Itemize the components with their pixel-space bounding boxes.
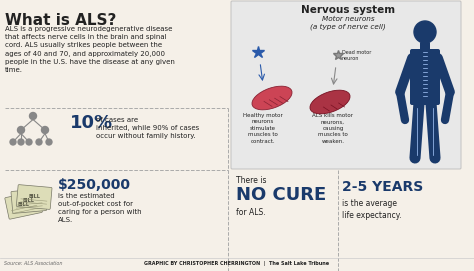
Text: NO CURE: NO CURE [236, 186, 326, 204]
Ellipse shape [310, 90, 350, 114]
Text: ALS is a progressive neurodegenerative disease
that affects nerve cells in the b: ALS is a progressive neurodegenerative d… [5, 26, 175, 73]
Text: BILL: BILL [23, 198, 35, 202]
Circle shape [46, 139, 52, 145]
FancyBboxPatch shape [410, 49, 440, 105]
Text: 2-5 YEARS: 2-5 YEARS [342, 180, 423, 194]
Circle shape [18, 139, 24, 145]
Text: is the estimated
out-of-pocket cost for
caring for a person with
ALS.: is the estimated out-of-pocket cost for … [58, 193, 142, 223]
Circle shape [10, 139, 16, 145]
Text: BILL: BILL [18, 202, 29, 207]
Circle shape [414, 21, 436, 43]
Circle shape [18, 127, 25, 134]
Ellipse shape [252, 86, 292, 110]
FancyBboxPatch shape [5, 191, 42, 219]
Text: for ALS.: for ALS. [236, 208, 265, 217]
Text: GRAPHIC BY CHRISTOPHER CHERRINGTON  |  The Salt Lake Tribune: GRAPHIC BY CHRISTOPHER CHERRINGTON | The… [145, 261, 329, 266]
Text: BILL: BILL [28, 193, 40, 199]
Text: Motor neurons
(a type of nerve cell): Motor neurons (a type of nerve cell) [310, 16, 386, 30]
FancyBboxPatch shape [11, 189, 46, 213]
Text: Dead motor
neuron: Dead motor neuron [342, 50, 371, 61]
Text: Nervous system: Nervous system [301, 5, 395, 15]
Text: ALS kills motor
neurons,
causing
muscles to
weaken.: ALS kills motor neurons, causing muscles… [312, 113, 354, 144]
Text: There is: There is [236, 176, 266, 185]
Text: Healthy motor
neurons
stimulate
muscles to
contract.: Healthy motor neurons stimulate muscles … [243, 113, 283, 144]
Circle shape [42, 127, 48, 134]
Text: 10%: 10% [70, 114, 113, 132]
Text: What is ALS?: What is ALS? [5, 13, 117, 28]
Circle shape [29, 112, 36, 120]
Circle shape [26, 139, 32, 145]
Text: $250,000: $250,000 [58, 178, 131, 192]
FancyBboxPatch shape [17, 185, 52, 209]
Text: is the average
life expectancy.: is the average life expectancy. [342, 199, 401, 220]
FancyBboxPatch shape [231, 1, 461, 169]
Text: of cases are
inherited, while 90% of cases
occur without family history.: of cases are inherited, while 90% of cas… [96, 117, 199, 139]
FancyBboxPatch shape [420, 42, 430, 52]
Circle shape [36, 139, 42, 145]
Text: Source: ALS Association: Source: ALS Association [4, 261, 63, 266]
